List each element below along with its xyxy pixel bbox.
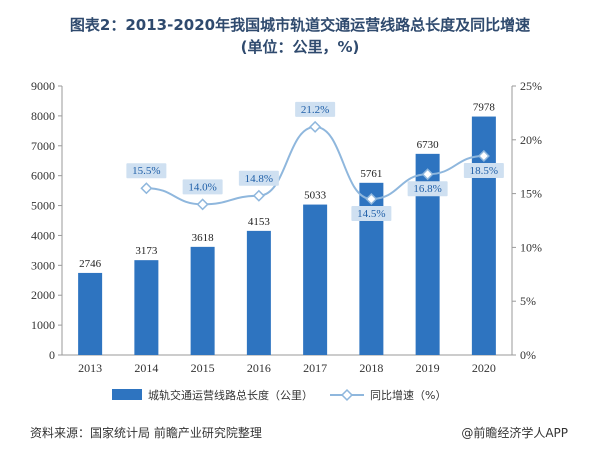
bar	[246, 230, 271, 355]
x-tick-label: 2019	[416, 361, 440, 375]
left-tick-label: 4000	[31, 228, 55, 242]
source-note: 资料来源：国家统计局 前瞻产业研究院整理	[30, 426, 262, 440]
legend-line-marker	[340, 388, 354, 402]
bar	[134, 260, 159, 355]
x-tick-label: 2017	[303, 361, 327, 375]
line-marker	[477, 149, 490, 162]
point-label-box	[407, 181, 448, 197]
bar	[190, 246, 215, 355]
point-value-label: 14.5%	[357, 208, 385, 220]
chart-subtitle: (单位：公里，%)	[240, 38, 360, 56]
left-tick-label: 5000	[31, 199, 55, 213]
point-label-box	[295, 101, 336, 117]
right-tick-label: 15%	[520, 187, 542, 201]
bar-value-label: 3618	[192, 232, 215, 244]
x-tick-label: 2015	[191, 361, 215, 375]
point-value-label: 14.8%	[245, 173, 273, 185]
bar	[78, 272, 103, 355]
credit-note: @前瞻经济学人APP	[461, 426, 568, 440]
line-marker	[421, 168, 434, 181]
right-tick-label: 10%	[520, 240, 542, 254]
left-tick-label: 6000	[31, 169, 55, 183]
left-tick-label: 9000	[31, 79, 55, 93]
point-value-label: 21.2%	[301, 104, 329, 116]
left-tick-label: 2000	[31, 288, 55, 302]
left-tick-label: 7000	[31, 139, 55, 153]
x-tick-label: 2014	[134, 361, 158, 375]
line-marker	[196, 198, 209, 211]
left-tick-label: 3000	[31, 258, 55, 272]
right-tick-label: 25%	[520, 79, 542, 93]
legend-bar-label: 城轨交通运营线路总长度（公里）	[148, 388, 313, 402]
right-tick-label: 20%	[520, 133, 542, 147]
point-value-label: 14.0%	[188, 181, 216, 193]
line-marker	[252, 189, 265, 202]
line-marker	[140, 182, 153, 195]
bar-value-label: 3173	[135, 245, 158, 257]
x-tick-label: 2016	[247, 361, 271, 375]
bar-value-label: 4153	[248, 216, 271, 228]
bar-value-label: 5033	[304, 190, 327, 202]
right-tick-label: 5%	[520, 294, 536, 308]
left-tick-label: 1000	[31, 318, 55, 332]
line-marker	[365, 192, 378, 205]
point-value-label: 15.5%	[132, 165, 160, 177]
x-tick-label: 2013	[78, 361, 102, 375]
point-label-box	[182, 179, 223, 195]
chart-title: 图表2：2013-2020年我国城市轨道交通运营线路总长度及同比增速	[69, 16, 531, 34]
x-tick-label: 2018	[359, 361, 383, 375]
right-tick-label: 0%	[520, 348, 536, 362]
line-marker	[309, 120, 322, 133]
bar-value-label: 6730	[417, 139, 440, 151]
bar	[303, 204, 328, 355]
point-label-box	[463, 162, 504, 178]
point-label-box	[126, 163, 167, 179]
bar-value-label: 2746	[79, 258, 102, 270]
bar-value-label: 7978	[473, 102, 496, 114]
x-tick-label: 2020	[472, 361, 496, 375]
left-tick-label: 8000	[31, 109, 55, 123]
point-value-label: 18.5%	[470, 165, 498, 177]
point-label-box	[351, 205, 392, 221]
point-value-label: 16.8%	[413, 183, 441, 195]
legend-line-label: 同比增速（%）	[370, 388, 446, 402]
legend-bar-swatch	[112, 389, 142, 400]
point-label-box	[238, 170, 279, 186]
bar-value-label: 5761	[360, 168, 382, 180]
left-tick-label: 0	[49, 348, 55, 362]
